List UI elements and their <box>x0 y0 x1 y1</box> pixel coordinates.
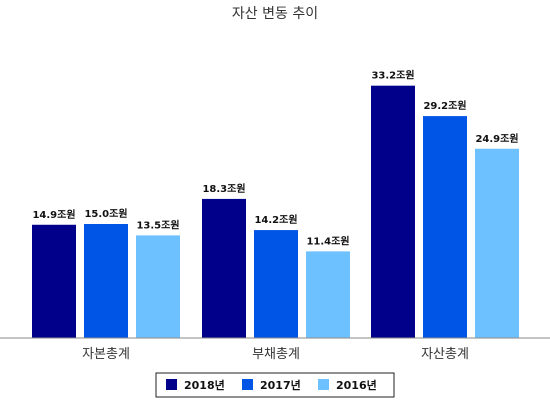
data-label: 29.2조원 <box>423 99 466 112</box>
bar-3-3 <box>475 148 519 338</box>
category-label: 자산총계 <box>421 347 469 362</box>
legend-box <box>155 372 395 398</box>
category-label: 부채총계 <box>252 347 300 362</box>
data-label: 18.3조원 <box>202 182 245 195</box>
legend-label: 2016년 <box>336 378 377 392</box>
bar-1-1 <box>32 224 76 338</box>
bar-3-2 <box>423 116 467 338</box>
data-label: 13.5조원 <box>136 218 179 231</box>
bar-3-1 <box>371 85 415 339</box>
legend-label: 2017년 <box>260 378 301 392</box>
bar-1-3 <box>136 235 180 338</box>
legend-swatch <box>242 379 253 390</box>
chart-title: 자산 변동 추이 <box>232 6 318 22</box>
legend-swatch <box>166 379 177 390</box>
data-label: 33.2조원 <box>371 69 414 82</box>
data-label: 14.9조원 <box>32 208 75 221</box>
data-label: 15.0조원 <box>84 207 127 220</box>
legend-label: 2018년 <box>184 378 225 392</box>
bar-2-3 <box>306 251 350 338</box>
bar-1-2 <box>84 224 128 338</box>
data-label: 14.2조원 <box>254 213 297 226</box>
bar-2-1 <box>202 198 246 338</box>
data-label: 11.4조원 <box>306 234 349 247</box>
data-label: 24.9조원 <box>475 132 518 145</box>
legend-swatch <box>318 379 329 390</box>
bar-2-2 <box>254 230 298 338</box>
category-label: 자본총계 <box>82 347 130 362</box>
